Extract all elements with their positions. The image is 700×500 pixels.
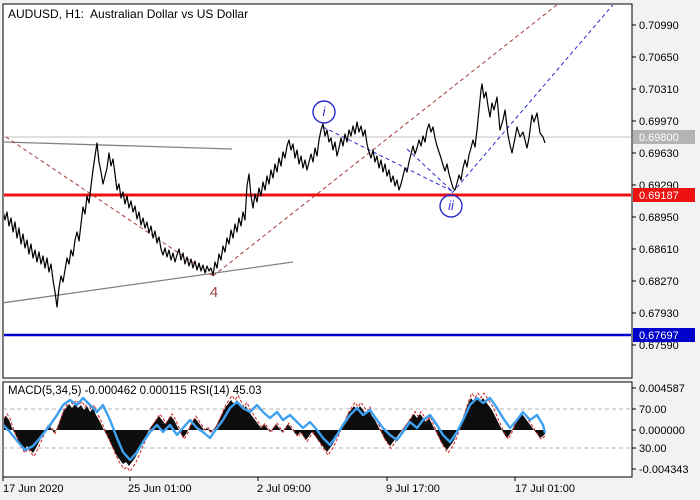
price-box-0.67697 [633, 328, 695, 342]
macd-axis-label: 30.00 [639, 443, 667, 455]
price-line[interactable] [3, 83, 546, 308]
gray-trendline-upper[interactable] [4, 141, 233, 150]
macd-axis-label: 0.000000 [639, 425, 685, 437]
macd-axis-label: 70.00 [639, 404, 667, 416]
macd-plot-area [3, 392, 631, 473]
macd-axis-label: -0.004343 [639, 464, 689, 476]
blue-projection-line[interactable] [451, 0, 617, 194]
price-box-label: 0.69800 [639, 132, 679, 144]
price-axis-label: 0.70990 [639, 20, 679, 32]
wave-label-4: 4 [210, 284, 218, 301]
time-axis-label: 2 Jul 09:00 [257, 483, 311, 495]
macd-axis-label: 0.004587 [639, 383, 685, 395]
macd-indicator-title: MACD(5,34,5) -0.000462 0.000115 RSI(14) … [8, 385, 262, 397]
price-box-label: 0.67697 [639, 330, 679, 342]
price-box-0.69187 [633, 188, 695, 202]
blue-wave-line-b[interactable] [406, 148, 453, 192]
wave-circle-i[interactable] [312, 100, 336, 124]
price-box-0.69800 [633, 130, 695, 144]
price-axis-label: 0.69630 [639, 148, 679, 160]
time-axis-label: 17 Jun 2020 [3, 483, 64, 495]
price-axis-label: 0.68610 [639, 244, 679, 256]
price-box-label: 0.69187 [639, 190, 679, 202]
wave-circle-label-ii: ii [448, 198, 455, 213]
price-axis-label: 0.68950 [639, 212, 679, 224]
price-panel [2, 3, 633, 379]
price-axis-label: 0.68270 [639, 276, 679, 288]
red-wave-line-up[interactable] [212, 0, 563, 277]
time-axis-label: 25 Jun 01:00 [128, 483, 192, 495]
gray-trendline-lower[interactable] [2, 261, 294, 304]
time-axis-label: 9 Jul 17:00 [386, 483, 440, 495]
price-axis-label: 0.70650 [639, 52, 679, 64]
time-axis-label: 17 Jul 01:00 [515, 483, 575, 495]
chart-title: AUDUSD, H1: Australian Dollar vs US Doll… [8, 7, 249, 21]
wave-circle-ii[interactable] [439, 194, 463, 218]
wave-circle-label-i: i [323, 104, 327, 119]
price-axis-label: 0.70310 [639, 84, 679, 96]
price-axis-label: 0.67590 [639, 340, 679, 352]
price-axis-label: 0.69970 [639, 116, 679, 128]
rsi-line[interactable] [3, 396, 547, 462]
price-axis-label: 0.67930 [639, 308, 679, 320]
macd-signal-line[interactable] [4, 392, 547, 473]
